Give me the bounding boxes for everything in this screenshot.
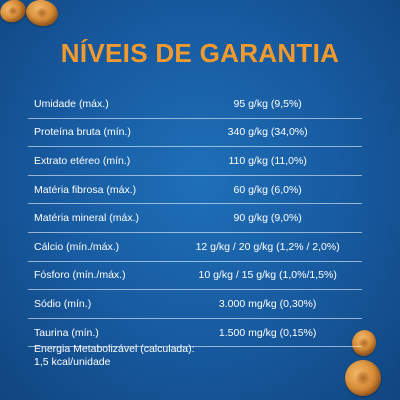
row-label: Umidade (máx.) [28,90,174,119]
kibble-image-bottom-right-2 [342,357,384,399]
row-label: Matéria mineral (máx.) [28,203,174,233]
row-value: 1.500 mg/kg (0,15%) [173,318,362,348]
table-row-mineral: Matéria mineral (máx.) 90 g/kg (9,0%) [28,203,362,233]
table-row-extrato: Extrato etéreo (mín.) 110 g/kg (11,0%) [28,146,362,176]
table-row-sodio: Sódio (mín.) 3.000 mg/kg (0,30%) [28,289,362,319]
page-title: NÍVEIS DE GARANTIA [60,38,340,68]
guarantee-levels-table: Umidade (máx.) 95 g/kg (9,5%) Proteína b… [28,90,362,348]
row-label: Taurina (mín.) [28,318,174,348]
row-value: 12 g/kg / 20 g/kg (1,2% / 2,0%) [173,232,362,262]
table-row-calcio: Cálcio (mín./máx.) 12 g/kg / 20 g/kg (1,… [28,232,362,262]
table-row-fosforo: Fósforo (mín./máx.) 10 g/kg / 15 g/kg (1… [28,261,362,291]
table-row-taurina: Taurina (mín.) 1.500 mg/kg (0,15%) [28,318,362,348]
row-value: 10 g/kg / 15 g/kg (1,0%/1,5%) [173,261,362,291]
table-row-fibrosa: Matéria fibrosa (máx.) 60 g/kg (6,0%) [28,175,362,205]
row-value: 3.000 mg/kg (0,30%) [173,289,362,319]
energy-footnote: Energia Metabolizável (calculada): 1,5 k… [34,343,195,369]
row-label: Cálcio (mín./máx.) [28,232,174,262]
row-label: Sódio (mín.) [28,289,174,319]
table-row-umidade: Umidade (máx.) 95 g/kg (9,5%) [28,90,362,119]
energy-footnote-line2: 1,5 kcal/unidade [34,356,111,368]
row-label: Matéria fibrosa (máx.) [28,175,174,205]
row-value: 60 g/kg (6,0%) [173,175,362,205]
row-label: Proteína bruta (mín.) [28,118,174,148]
row-value: 90 g/kg (9,0%) [173,203,362,233]
row-value: 95 g/kg (9,5%) [173,90,362,119]
row-value: 110 g/kg (11,0%) [173,146,362,176]
row-label: Fósforo (mín./máx.) [28,261,174,291]
row-value: 340 g/kg (34,0%) [173,118,362,148]
kibble-image-top-left-1 [0,0,29,26]
kibble-image-top-left-2 [23,0,61,29]
table-row-proteina: Proteína bruta (mín.) 340 g/kg (34,0%) [28,118,362,148]
energy-footnote-line1: Energia Metabolizável (calculada): [34,343,195,355]
row-label: Extrato etéreo (mín.) [28,146,174,176]
